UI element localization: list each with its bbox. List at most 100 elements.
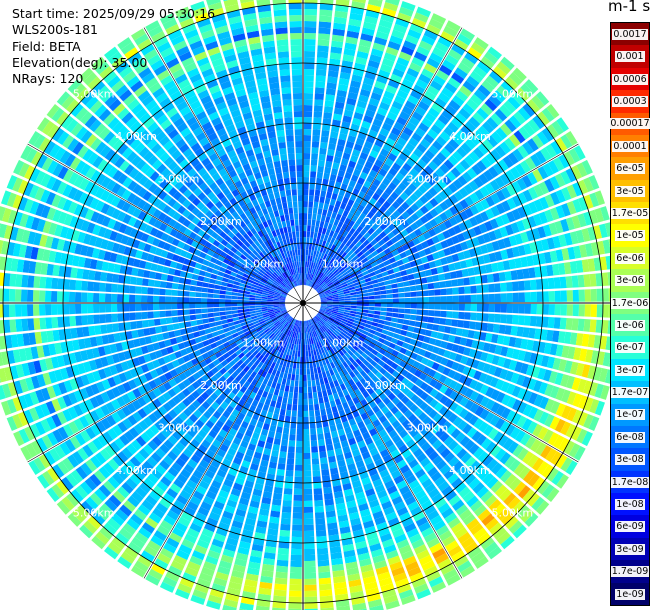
range-gate-cell xyxy=(414,199,424,209)
range-gate-cell xyxy=(322,339,327,346)
range-gate-cell xyxy=(247,322,254,328)
range-gate-cell xyxy=(332,278,339,284)
range-gate-cell xyxy=(223,478,234,488)
range-gate-cell xyxy=(528,392,538,405)
range-gate-cell xyxy=(339,164,347,172)
range-gate-cell xyxy=(130,513,144,526)
range-gate-cell xyxy=(97,368,107,380)
range-gate-cell xyxy=(390,322,397,328)
range-gate-cell xyxy=(432,413,443,423)
range-gate-cell xyxy=(213,312,220,317)
range-gate-cell xyxy=(281,402,287,410)
range-gate-cell xyxy=(377,196,386,205)
range-gate-cell xyxy=(160,348,169,357)
range-gate-cell xyxy=(272,319,279,325)
range-gate-cell xyxy=(254,359,261,366)
range-gate-cell xyxy=(421,560,436,572)
range-gate-cell xyxy=(351,335,359,342)
range-gate-cell xyxy=(361,27,375,37)
range-gate-cell xyxy=(191,273,199,281)
range-gate-cell xyxy=(169,228,178,238)
range-gate-cell xyxy=(131,330,139,339)
range-gate-cell xyxy=(426,176,437,186)
range-gate-cell xyxy=(307,380,312,387)
range-gate-cell xyxy=(486,117,499,130)
range-gate-cell xyxy=(332,322,339,328)
range-gate-cell xyxy=(210,326,218,333)
range-gate-cell xyxy=(331,276,337,282)
range-gate-cell xyxy=(159,459,171,471)
range-gate-cell xyxy=(158,340,166,349)
range-gate-cell xyxy=(73,175,85,188)
range-gate-cell xyxy=(356,308,363,313)
range-gate-cell xyxy=(316,541,328,549)
range-gate-cell xyxy=(117,421,128,433)
range-gate-cell xyxy=(87,441,99,454)
range-gate-cell xyxy=(180,511,194,522)
range-gate-cell xyxy=(48,370,58,384)
range-gate-cell xyxy=(404,292,411,298)
range-gate-cell xyxy=(360,318,367,324)
range-gate-cell xyxy=(383,339,391,347)
range-gate-cell xyxy=(398,6,414,17)
range-gate-cell xyxy=(378,348,386,355)
range-gate-cell xyxy=(372,419,381,428)
range-gate-cell xyxy=(303,434,310,441)
range-gate-cell xyxy=(292,512,303,519)
range-gate-cell xyxy=(428,145,439,156)
range-gate-cell xyxy=(62,423,74,437)
range-gate-cell xyxy=(347,199,355,207)
range-gate-cell xyxy=(325,228,331,236)
range-gate-cell xyxy=(428,337,437,346)
range-gate-cell xyxy=(33,290,40,302)
range-gate-cell xyxy=(197,275,205,282)
range-gate-cell xyxy=(346,30,360,39)
range-gate-cell xyxy=(279,304,286,306)
range-gate-cell xyxy=(388,354,397,362)
range-gate-cell xyxy=(280,309,287,313)
range-gate-cell xyxy=(48,343,57,356)
range-gate-cell xyxy=(323,286,329,291)
range-gate-cell xyxy=(264,327,271,334)
range-gate-cell xyxy=(0,223,8,239)
range-gate-cell xyxy=(179,489,192,500)
range-gate-cell xyxy=(234,417,243,426)
range-gate-cell xyxy=(166,346,174,354)
range-gate-cell xyxy=(323,221,329,229)
range-gate-cell xyxy=(167,435,178,446)
range-gate-cell xyxy=(499,420,511,433)
range-gate-cell xyxy=(75,376,85,388)
range-gate-cell xyxy=(336,240,342,248)
range-gate-cell xyxy=(67,512,82,527)
range-gate-cell xyxy=(362,359,370,367)
range-gate-cell xyxy=(527,473,541,487)
range-gate-cell xyxy=(217,355,226,363)
range-gate-cell xyxy=(218,489,230,499)
range-gate-cell xyxy=(62,184,73,198)
range-gate-cell xyxy=(149,369,159,379)
range-gate-cell xyxy=(488,499,502,512)
range-gate-cell xyxy=(482,342,491,352)
range-gate-cell xyxy=(77,363,86,375)
range-gate-cell xyxy=(430,424,441,434)
range-gate-cell xyxy=(428,296,435,303)
range-gate-cell xyxy=(188,366,198,375)
range-gate-cell xyxy=(416,588,432,600)
range-gate-cell xyxy=(385,358,394,367)
range-gate-cell xyxy=(137,385,147,396)
range-gate-cell xyxy=(485,353,495,364)
range-gate-cell xyxy=(316,63,328,71)
range-gate-cell xyxy=(325,94,335,102)
range-gate-cell xyxy=(220,554,234,564)
range-gate-cell xyxy=(476,107,489,120)
range-gate-cell xyxy=(217,255,225,262)
range-gate-cell xyxy=(357,407,366,416)
range-gate-cell xyxy=(453,372,462,382)
range-gate-cell xyxy=(437,36,452,48)
range-gate-cell xyxy=(76,327,84,338)
range-gate-cell xyxy=(327,375,333,383)
range-gate-cell xyxy=(189,309,196,315)
range-gate-cell xyxy=(443,247,452,257)
range-gate-cell xyxy=(249,463,259,471)
range-gate-cell xyxy=(367,313,375,318)
